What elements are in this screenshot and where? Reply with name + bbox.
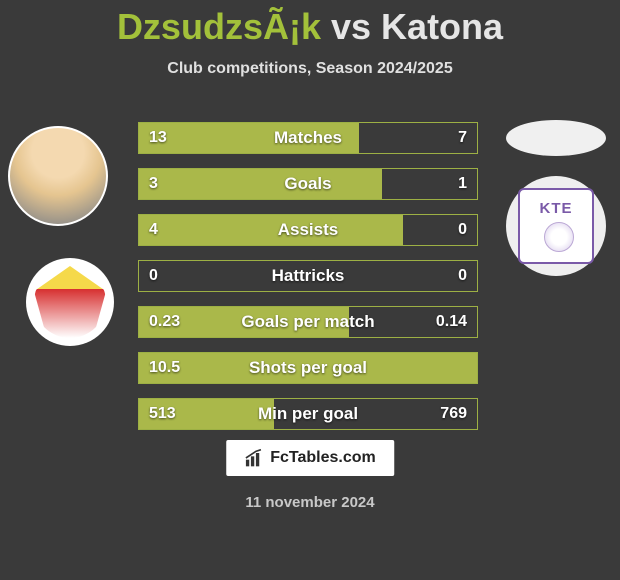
stat-bar: 3Goals1: [138, 168, 478, 200]
player2-avatar: [506, 120, 606, 156]
chart-icon: [244, 448, 264, 468]
stat-label: Matches: [139, 123, 477, 153]
date-label: 11 november 2024: [0, 494, 620, 511]
footer-brand-text: FcTables.com: [270, 449, 376, 467]
club1-badge: [26, 258, 114, 346]
stat-value-right: 0: [448, 215, 477, 245]
vs-label: vs: [331, 6, 371, 47]
player1-name: DzsudzsÃ¡k: [117, 6, 321, 47]
stat-label: Assists: [139, 215, 477, 245]
player2-name: Katona: [381, 6, 503, 47]
stat-bar: 0Hattricks0: [138, 260, 478, 292]
subtitle: Club competitions, Season 2024/2025: [0, 60, 620, 78]
stat-label: Min per goal: [139, 399, 477, 429]
club1-badge-shield: [34, 266, 106, 338]
title-row: DzsudzsÃ¡k vs Katona: [0, 0, 620, 48]
stat-bar: 513Min per goal769: [138, 398, 478, 430]
player1-avatar: [8, 126, 108, 226]
comparison-title: DzsudzsÃ¡k vs Katona: [117, 6, 503, 47]
club2-label: KTE: [520, 200, 592, 217]
stat-label: Goals: [139, 169, 477, 199]
footer-brand-badge: FcTables.com: [226, 440, 394, 476]
club2-badge: KTE: [506, 176, 606, 276]
club2-ball-icon: [544, 222, 574, 252]
stat-value-right: 0.14: [426, 307, 477, 337]
stat-value-right: 7: [448, 123, 477, 153]
stats-bars: 13Matches73Goals14Assists00Hattricks00.2…: [138, 122, 478, 444]
stat-bar: 4Assists0: [138, 214, 478, 246]
stat-label: Shots per goal: [139, 353, 477, 383]
stat-value-right: 1: [448, 169, 477, 199]
stat-value-right: 0: [448, 261, 477, 291]
stat-bar: 0.23Goals per match0.14: [138, 306, 478, 338]
club2-badge-inner: KTE: [518, 188, 594, 264]
stat-bar: 13Matches7: [138, 122, 478, 154]
stat-value-right: 769: [430, 399, 477, 429]
stat-label: Hattricks: [139, 261, 477, 291]
stat-bar: 10.5Shots per goal: [138, 352, 478, 384]
